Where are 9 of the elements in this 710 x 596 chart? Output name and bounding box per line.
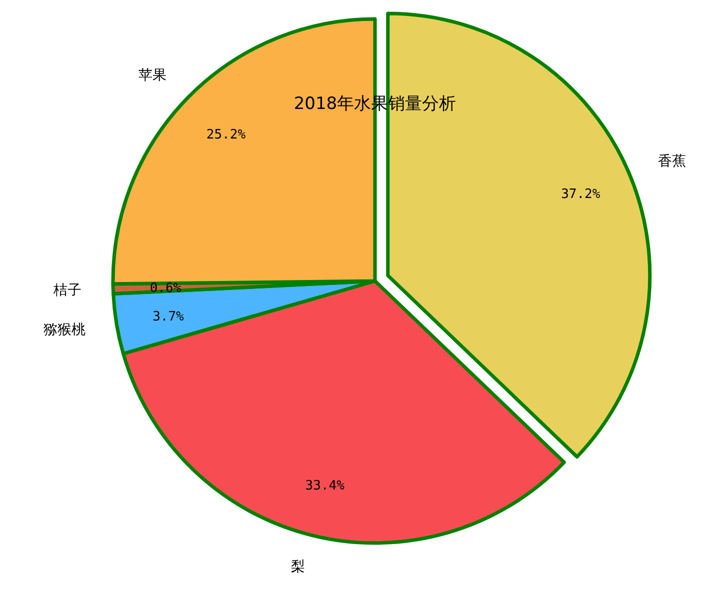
data-label: 25.2% xyxy=(206,128,246,143)
slice-label: 苹果 xyxy=(138,68,166,84)
slice-label: 猕猴桃 xyxy=(44,322,86,338)
data-label: 3.7% xyxy=(152,309,184,324)
data-label: 37.2% xyxy=(561,187,600,202)
slice-label: 桔子 xyxy=(52,282,82,299)
data-label: 33.4% xyxy=(305,478,345,494)
slice-label: 香蕉 xyxy=(658,153,686,170)
slice-label: 梨 xyxy=(290,558,305,575)
